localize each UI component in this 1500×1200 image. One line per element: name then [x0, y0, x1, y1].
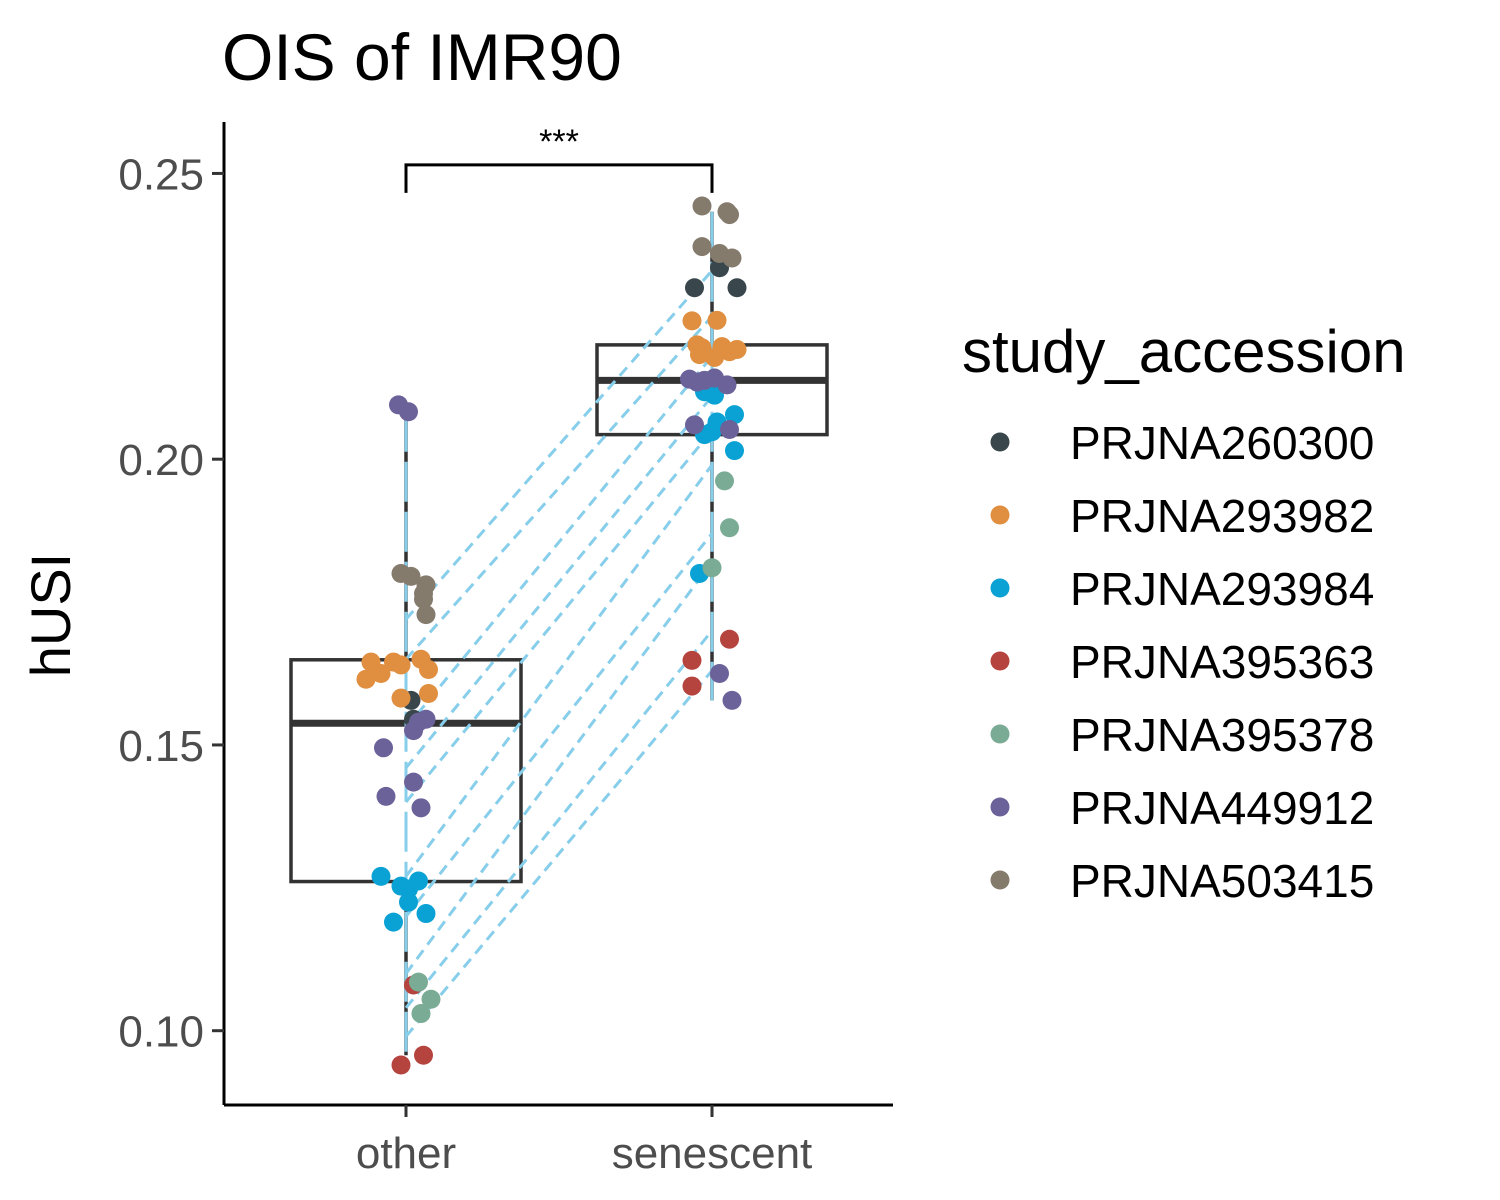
data-point	[705, 347, 724, 367]
legend-key	[990, 578, 1010, 598]
data-point	[421, 989, 441, 1009]
data-point	[371, 664, 391, 684]
data-point	[391, 655, 411, 675]
data-point	[722, 248, 742, 268]
data-point	[715, 471, 734, 491]
y-axis-title: hUSI	[19, 553, 82, 678]
x-tick-label: other	[356, 1129, 456, 1178]
legend-key	[990, 724, 1010, 744]
data-point	[371, 866, 391, 886]
paired-line	[404, 532, 714, 918]
data-point	[692, 196, 712, 216]
data-point	[416, 605, 436, 625]
data-point	[374, 738, 393, 758]
data-point	[720, 419, 739, 439]
legend-title: study_accession	[962, 318, 1406, 385]
data-point	[416, 904, 436, 924]
data-point	[720, 518, 739, 538]
paired-line	[404, 669, 714, 1038]
data-point	[690, 345, 709, 365]
paired-line	[404, 464, 714, 878]
legend-key	[990, 797, 1010, 817]
plot-area: 0.10 0.15 0.20 0.25 other senescent ***	[118, 122, 893, 1178]
data-point	[722, 690, 742, 710]
legend-key	[990, 432, 1010, 452]
legend-label: PRJNA260300	[1070, 417, 1374, 469]
paired-line	[404, 561, 714, 975]
data-point	[682, 650, 702, 670]
data-point	[391, 1055, 411, 1075]
legend-key	[990, 505, 1010, 525]
legend-entries: PRJNA260300 PRJNA293982 PRJNA293984 PRJNA39…	[990, 417, 1374, 907]
data-point	[399, 892, 418, 912]
data-point	[725, 441, 744, 461]
y-tick-label: 0.20	[118, 436, 204, 485]
data-point	[404, 721, 423, 741]
legend-label: PRJNA395363	[1070, 636, 1374, 688]
data-point	[727, 278, 747, 298]
data-point	[682, 676, 702, 696]
paired-line	[404, 629, 714, 1009]
significance-bracket	[404, 163, 714, 193]
data-point	[404, 772, 423, 792]
legend-key	[990, 870, 1010, 890]
y-tick-label: 0.25	[118, 150, 204, 199]
data-point	[720, 342, 739, 362]
data-point	[705, 385, 724, 405]
data-point	[685, 278, 704, 298]
data-point	[409, 972, 428, 992]
x-tick-label: senescent	[612, 1129, 813, 1178]
data-point	[702, 558, 722, 578]
data-point	[702, 422, 722, 442]
legend: study_accession PRJNA260300PRJNA293982PR…	[962, 318, 1406, 907]
data-point	[414, 589, 433, 609]
legend-key	[990, 651, 1010, 671]
paired-line	[404, 269, 714, 621]
data-point	[411, 798, 431, 818]
data-point	[692, 237, 712, 257]
legend-label: PRJNA293984	[1070, 563, 1374, 615]
data-point	[384, 912, 403, 932]
data-point	[720, 629, 739, 649]
paired-line	[404, 429, 714, 804]
y-tick-label: 0.10	[118, 1008, 204, 1057]
data-point	[401, 566, 421, 586]
legend-label: PRJNA503415	[1070, 855, 1374, 907]
data-point	[725, 405, 744, 425]
data-point	[705, 368, 724, 388]
paired-line	[404, 315, 714, 661]
data-point	[682, 311, 702, 331]
data-point	[399, 879, 418, 899]
significance-label: ***	[539, 123, 579, 161]
legend-label: PRJNA395378	[1070, 709, 1374, 761]
data-point	[720, 205, 739, 225]
data-point	[419, 684, 438, 704]
data-point	[391, 688, 411, 708]
data-point	[356, 669, 376, 689]
data-point	[399, 402, 418, 422]
paired-line	[404, 395, 714, 769]
data-point	[411, 1004, 431, 1024]
paired-line	[404, 355, 714, 729]
data-point	[707, 310, 727, 330]
data-point	[685, 415, 704, 435]
legend-label: PRJNA293982	[1070, 490, 1374, 542]
data-point	[710, 664, 729, 684]
data-point	[414, 1045, 433, 1065]
chart-title: OIS of IMR90	[222, 20, 622, 94]
data-point	[376, 786, 396, 806]
legend-label: PRJNA449912	[1070, 782, 1374, 834]
y-tick-label: 0.15	[118, 722, 204, 771]
data-point	[419, 660, 438, 680]
